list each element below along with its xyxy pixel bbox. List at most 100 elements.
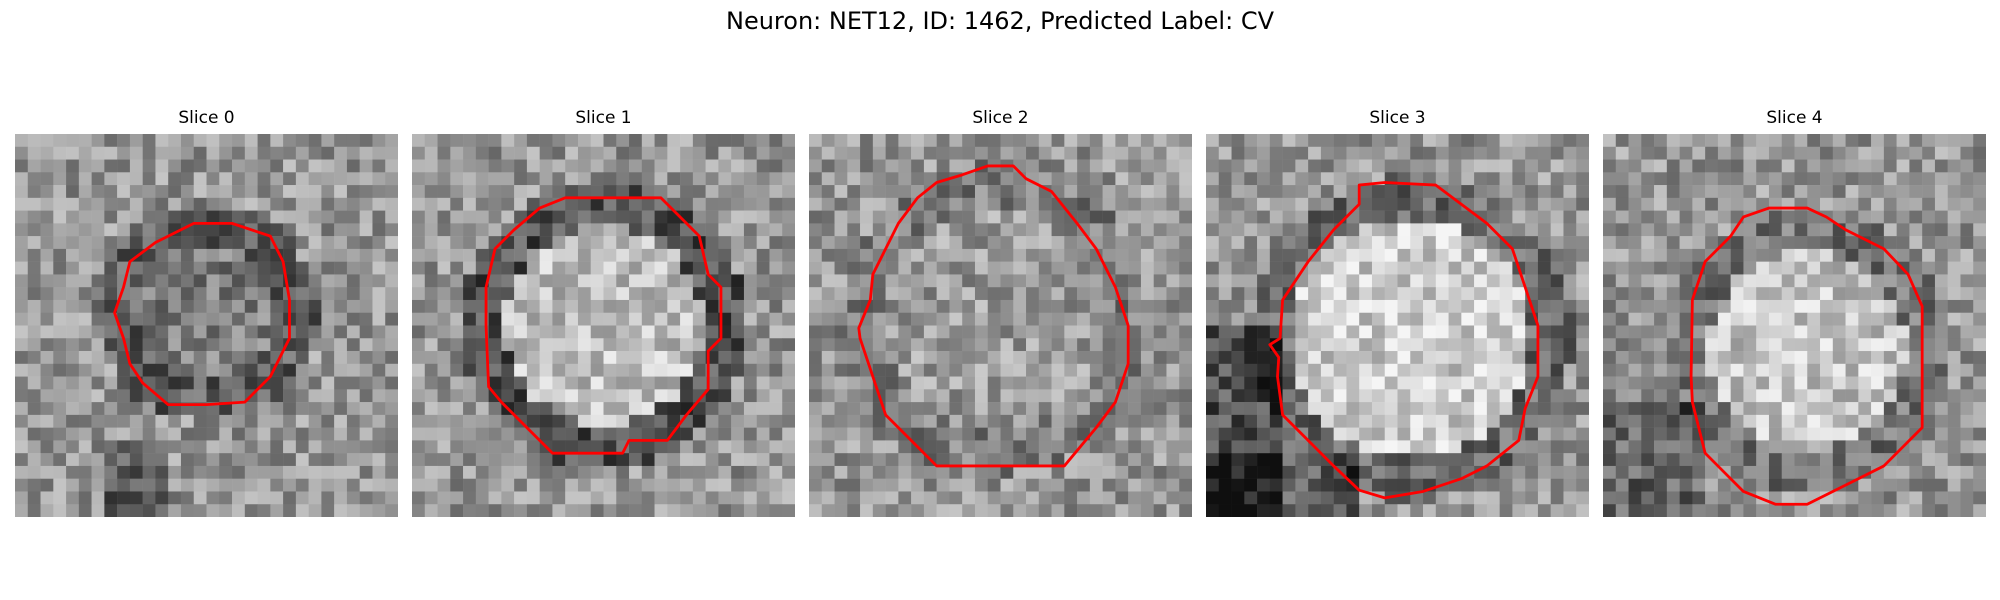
image-pixel bbox=[1038, 134, 1052, 148]
image-pixel bbox=[244, 363, 258, 377]
image-pixel bbox=[1026, 465, 1040, 479]
image-pixel bbox=[257, 325, 271, 339]
image-pixel bbox=[334, 287, 348, 301]
image-pixel bbox=[667, 134, 681, 148]
image-pixel bbox=[346, 185, 360, 199]
image-pixel bbox=[334, 351, 348, 365]
image-pixel bbox=[1909, 146, 1923, 160]
image-pixel bbox=[1576, 338, 1589, 352]
image-pixel bbox=[1128, 185, 1142, 199]
image-pixel bbox=[936, 274, 950, 288]
image-pixel bbox=[1295, 402, 1309, 416]
image-pixel bbox=[809, 504, 823, 517]
image-pixel bbox=[1486, 389, 1500, 403]
image-pixel bbox=[898, 274, 912, 288]
image-pixel bbox=[1654, 248, 1668, 262]
image-pixel bbox=[475, 389, 489, 403]
image-pixel bbox=[539, 465, 553, 479]
image-pixel bbox=[1244, 414, 1258, 428]
image-pixel bbox=[1537, 414, 1551, 428]
image-pixel bbox=[1038, 414, 1052, 428]
image-pixel bbox=[412, 210, 426, 224]
image-pixel bbox=[1717, 248, 1731, 262]
image-pixel bbox=[475, 248, 489, 262]
image-pixel bbox=[1768, 146, 1782, 160]
image-pixel bbox=[1359, 236, 1373, 250]
image-pixel bbox=[1550, 363, 1564, 377]
image-pixel bbox=[1730, 504, 1744, 517]
image-pixel bbox=[437, 414, 451, 428]
segmentation-contour bbox=[113, 221, 291, 407]
image-pixel bbox=[450, 504, 464, 517]
image-pixel bbox=[1756, 504, 1770, 517]
image-pixel bbox=[1960, 197, 1974, 211]
image-pixel bbox=[629, 402, 643, 416]
image-pixel bbox=[1730, 491, 1744, 505]
image-pixel bbox=[1820, 172, 1834, 186]
image-pixel bbox=[743, 236, 757, 250]
image-pixel bbox=[295, 146, 309, 160]
image-pixel bbox=[1896, 338, 1910, 352]
image-pixel bbox=[847, 287, 861, 301]
image-pixel bbox=[847, 414, 861, 428]
image-pixel bbox=[936, 402, 950, 416]
image-pixel bbox=[1435, 465, 1449, 479]
image-pixel bbox=[1909, 236, 1923, 250]
image-pixel bbox=[1717, 134, 1731, 148]
image-pixel bbox=[974, 210, 988, 224]
image-pixel bbox=[1820, 312, 1834, 326]
image-pixel bbox=[1871, 351, 1885, 365]
image-pixel bbox=[1654, 210, 1668, 224]
image-pixel bbox=[577, 159, 591, 173]
image-pixel bbox=[1448, 325, 1462, 339]
image-pixel bbox=[1461, 504, 1475, 517]
image-pixel bbox=[1666, 223, 1680, 237]
image-pixel bbox=[424, 172, 438, 186]
image-pixel bbox=[450, 197, 464, 211]
slice-image-1 bbox=[412, 134, 795, 517]
image-pixel bbox=[1486, 146, 1500, 160]
image-pixel bbox=[1257, 312, 1271, 326]
image-pixel bbox=[104, 261, 118, 275]
image-pixel bbox=[66, 287, 80, 301]
image-pixel bbox=[667, 248, 681, 262]
image-pixel bbox=[885, 491, 899, 505]
image-pixel bbox=[692, 159, 706, 173]
image-pixel bbox=[821, 427, 835, 441]
image-pixel bbox=[463, 363, 477, 377]
image-pixel bbox=[104, 478, 118, 492]
image-pixel bbox=[1359, 427, 1373, 441]
image-pixel bbox=[283, 248, 297, 262]
image-pixel bbox=[15, 363, 29, 377]
image-pixel bbox=[1115, 351, 1129, 365]
image-pixel bbox=[1499, 146, 1513, 160]
image-pixel bbox=[219, 185, 233, 199]
image-pixel bbox=[1820, 274, 1834, 288]
image-pixel bbox=[577, 312, 591, 326]
image-pixel bbox=[1563, 338, 1577, 352]
image-pixel bbox=[1320, 351, 1334, 365]
image-pixel bbox=[1359, 223, 1373, 237]
image-pixel bbox=[756, 504, 770, 517]
image-pixel bbox=[898, 146, 912, 160]
image-pixel bbox=[180, 478, 194, 492]
image-pixel bbox=[412, 312, 426, 326]
image-pixel bbox=[270, 274, 284, 288]
image-pixel bbox=[1512, 453, 1526, 467]
image-pixel bbox=[40, 248, 54, 262]
image-pixel bbox=[1768, 376, 1782, 390]
image-pixel bbox=[1576, 465, 1589, 479]
image-pixel bbox=[257, 197, 271, 211]
image-pixel bbox=[1909, 261, 1923, 275]
image-pixel bbox=[1295, 134, 1309, 148]
image-pixel bbox=[475, 261, 489, 275]
image-pixel bbox=[769, 274, 783, 288]
image-pixel bbox=[847, 197, 861, 211]
image-pixel bbox=[923, 351, 937, 365]
image-pixel bbox=[1743, 172, 1757, 186]
image-pixel bbox=[1641, 210, 1655, 224]
image-pixel bbox=[1550, 299, 1564, 313]
image-pixel bbox=[680, 299, 694, 313]
image-pixel bbox=[1666, 172, 1680, 186]
image-pixel bbox=[1730, 465, 1744, 479]
